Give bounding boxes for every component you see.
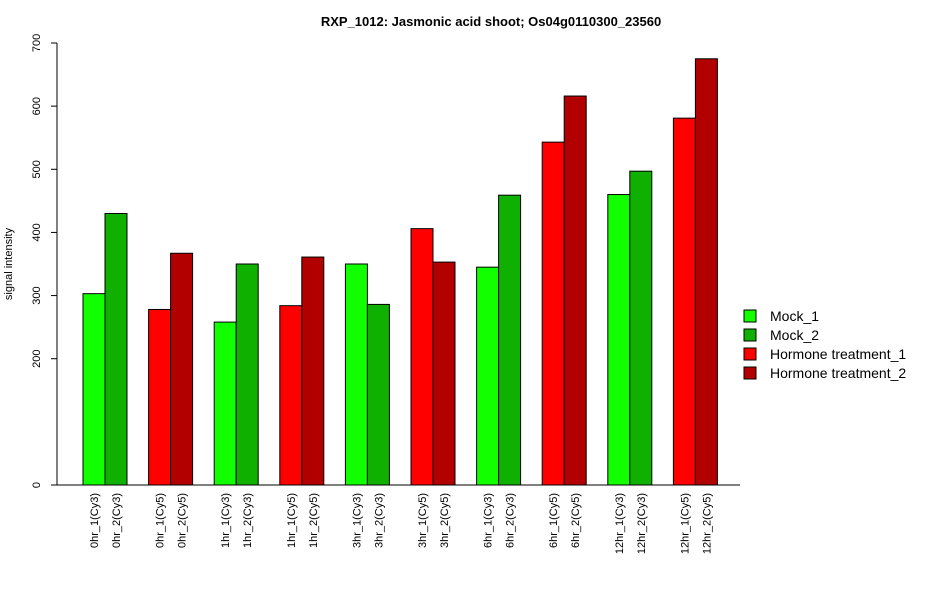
legend-label: Mock_2 bbox=[770, 327, 819, 343]
x-tick-label: 12hr_2(Cy5) bbox=[701, 493, 713, 554]
x-tick-label: 3hr_2(Cy3) bbox=[373, 493, 385, 548]
y-tick-label: 200 bbox=[31, 350, 43, 368]
bar bbox=[476, 266, 500, 486]
x-tick-label: 6hr_1(Cy5) bbox=[548, 493, 560, 548]
y-tick-label: 600 bbox=[31, 97, 43, 115]
legend: Mock_1 Mock_2 Hormone treatment_1 Hormone t… bbox=[743, 308, 906, 381]
y-tick-label: 0 bbox=[31, 482, 43, 488]
bar bbox=[629, 170, 653, 486]
bar bbox=[410, 228, 434, 486]
y-axis-label: signal intensity bbox=[3, 227, 15, 300]
chart-title: RXP_1012: Jasmonic acid shoot; Os04g0110… bbox=[321, 14, 661, 29]
bar bbox=[170, 252, 194, 486]
x-tick-label: 0hr_1(Cy3) bbox=[89, 493, 101, 548]
bar bbox=[432, 261, 456, 486]
bar bbox=[366, 303, 390, 486]
bar bbox=[344, 263, 368, 486]
legend-swatch bbox=[743, 366, 757, 380]
x-tick-label: 6hr_2(Cy5) bbox=[570, 493, 582, 548]
bar bbox=[148, 308, 172, 486]
bar bbox=[541, 141, 565, 486]
bar bbox=[301, 256, 325, 486]
y-tick-label: 500 bbox=[31, 160, 43, 178]
bar bbox=[213, 321, 237, 486]
bars bbox=[82, 58, 718, 486]
x-tick-label: 3hr_1(Cy5) bbox=[417, 493, 429, 548]
y-tick-label: 400 bbox=[31, 223, 43, 241]
bar bbox=[279, 305, 303, 486]
x-tick-label: 12hr_1(Cy3) bbox=[614, 493, 626, 554]
x-tick-label: 0hr_1(Cy5) bbox=[155, 493, 167, 548]
x-tick-labels: 0hr_1(Cy3) 0hr_2(Cy3) 0hr_1(Cy5) 0hr_2(Cy5)… bbox=[89, 493, 713, 554]
bar bbox=[672, 117, 696, 486]
x-tick-label: 1hr_2(Cy3) bbox=[242, 493, 254, 548]
legend-swatch bbox=[743, 347, 757, 361]
x-tick-label: 3hr_2(Cy5) bbox=[439, 493, 451, 548]
bar bbox=[235, 263, 259, 486]
x-tick-label: 1hr_1(Cy5) bbox=[286, 493, 298, 548]
x-tick-label: 0hr_2(Cy3) bbox=[111, 493, 123, 548]
x-tick-label: 12hr_2(Cy3) bbox=[636, 493, 648, 554]
legend-label: Mock_1 bbox=[770, 308, 819, 324]
bar bbox=[498, 194, 522, 486]
legend-label: Hormone treatment_1 bbox=[770, 346, 906, 362]
bar bbox=[104, 212, 128, 486]
x-tick-label: 1hr_1(Cy3) bbox=[220, 493, 232, 548]
x-tick-label: 1hr_2(Cy5) bbox=[308, 493, 320, 548]
bar bbox=[82, 293, 106, 486]
y-axis: 0 200 300 400 500 600 700 bbox=[31, 34, 58, 488]
x-tick-label: 6hr_1(Cy3) bbox=[483, 493, 495, 548]
legend-label: Hormone treatment_2 bbox=[770, 365, 906, 381]
x-tick-label: 6hr_2(Cy3) bbox=[505, 493, 517, 548]
legend-swatch bbox=[743, 328, 757, 342]
y-tick-label: 700 bbox=[31, 34, 43, 52]
x-tick-label: 0hr_2(Cy5) bbox=[177, 493, 189, 548]
y-tick-label: 300 bbox=[31, 286, 43, 304]
bar bbox=[694, 58, 718, 486]
bar bbox=[563, 95, 587, 486]
legend-swatch bbox=[743, 309, 757, 323]
x-tick-label: 12hr_1(Cy5) bbox=[679, 493, 691, 554]
bar bbox=[607, 194, 631, 486]
x-tick-label: 3hr_1(Cy3) bbox=[351, 493, 363, 548]
